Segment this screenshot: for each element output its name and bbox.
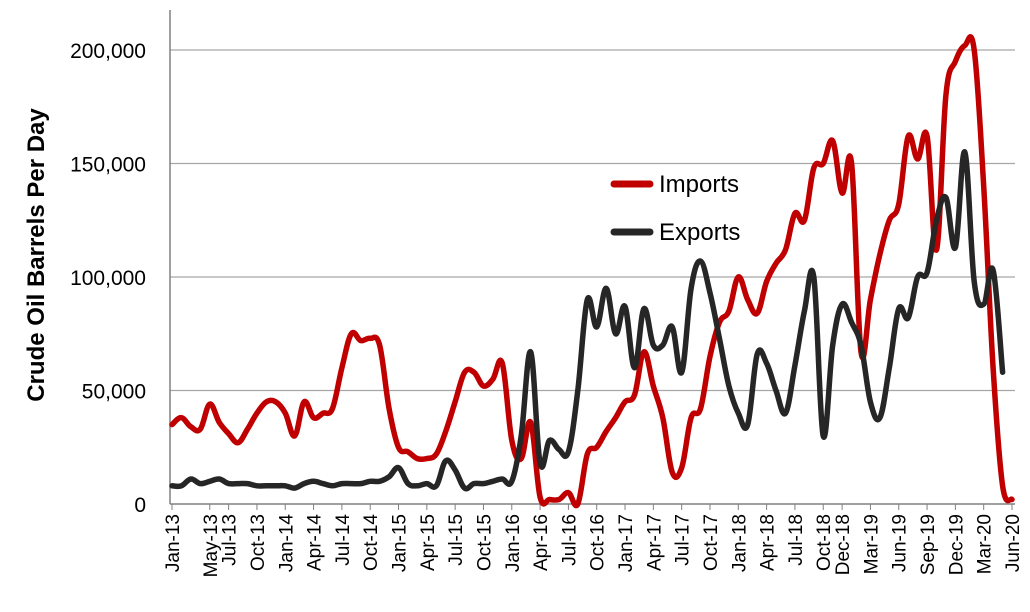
x-tick-label: Jan-18 xyxy=(729,514,750,572)
x-tick-label: Jun-19 xyxy=(890,514,911,572)
x-tick-label: Apr-17 xyxy=(644,514,665,571)
x-tick-label: Apr-16 xyxy=(531,514,552,571)
x-tick-label: Jan-14 xyxy=(276,514,297,573)
x-tick-label: Jul-18 xyxy=(786,514,807,566)
x-tick-label: Jan-16 xyxy=(503,514,524,572)
x-tick-label: Jun-20 xyxy=(1003,514,1024,572)
axes xyxy=(169,10,1015,505)
legend-imports-label: Imports xyxy=(659,171,739,198)
x-tick-label: Mar-19 xyxy=(861,514,882,574)
x-tick-label: Mar-20 xyxy=(975,514,996,574)
x-tick-label: Jan-17 xyxy=(616,514,637,572)
x-tick-label: Oct-15 xyxy=(474,514,495,571)
x-tick-label: Oct-17 xyxy=(701,514,722,571)
x-tick-label: Apr-15 xyxy=(418,514,439,571)
legend: Imports Exports xyxy=(610,171,740,246)
x-tick-label: Jan-13 xyxy=(163,514,184,572)
x-tick-label: Jul-14 xyxy=(333,514,354,566)
series-line-imports xyxy=(169,34,1015,509)
x-tick-label: Oct-13 xyxy=(248,514,269,571)
x-tick-label: May-13 xyxy=(201,514,222,577)
x-tick-label: Jan-15 xyxy=(390,514,411,572)
y-tick-label: 50,000 xyxy=(82,381,146,404)
x-tick-label: Oct-18 xyxy=(814,514,835,571)
x-tick-label: Dec-19 xyxy=(946,514,967,575)
x-tick-label: Apr-14 xyxy=(305,514,326,571)
legend-exports-label: Exports xyxy=(659,219,740,246)
x-tick-label: Jul-13 xyxy=(220,514,241,566)
series-line-exports xyxy=(169,149,1006,492)
y-axis-label: Crude Oil Barrels Per Day xyxy=(23,108,50,402)
series-lines xyxy=(169,34,1015,509)
y-tick-label: 150,000 xyxy=(70,154,146,177)
x-tick-label: Jul-17 xyxy=(673,514,694,566)
x-tick-label: Oct-14 xyxy=(361,514,382,571)
x-tick-label: Sep-19 xyxy=(918,514,939,575)
y-tick-label: 100,000 xyxy=(70,267,146,290)
y-tick-labels: 0 50,000 100,000 150,000 200,000 xyxy=(70,40,146,517)
y-tick-label: 200,000 xyxy=(70,40,146,63)
x-tick-label: Dec-18 xyxy=(833,514,854,575)
y-tick-label: 0 xyxy=(134,494,146,517)
x-tick-label: Jul-15 xyxy=(446,514,467,566)
x-tick-label: Apr-18 xyxy=(758,514,779,571)
x-tick-label: Oct-16 xyxy=(588,514,609,571)
x-tick-label: Jul-16 xyxy=(559,514,580,566)
